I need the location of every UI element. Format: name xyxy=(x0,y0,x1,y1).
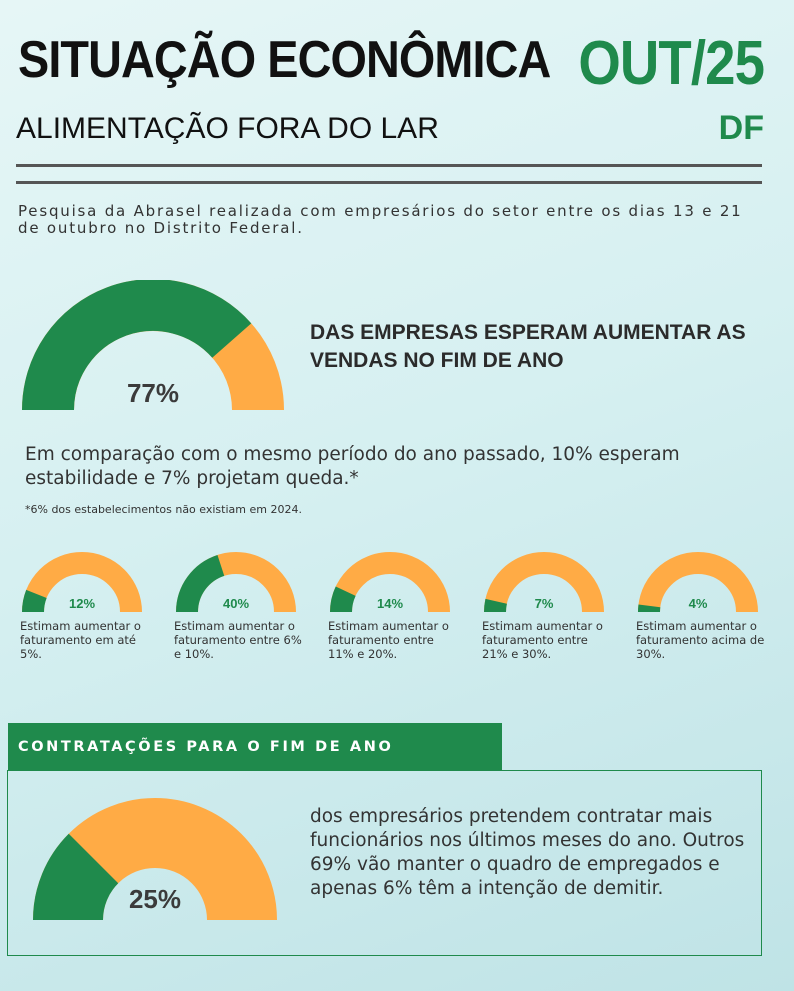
revenue-gauge-description: Estimam aumentar o faturamento entre 6% … xyxy=(174,619,302,661)
revenue-gauge-track xyxy=(484,552,604,613)
divider-top xyxy=(16,164,762,167)
hiring-gauge xyxy=(33,798,277,922)
revenue-gauge-4: 7% Estimam aumentar o faturamento entre … xyxy=(482,550,606,661)
revenue-gauge-track xyxy=(22,552,142,613)
hiring-section-title: CONTRATAÇÕES PARA O FIM DE ANO xyxy=(18,739,394,755)
revenue-gauge-chart xyxy=(22,552,142,613)
revenue-gauge-percent: 12% xyxy=(68,596,96,611)
revenue-gauge-description: Estimam aumentar o faturamento entre 11%… xyxy=(328,619,449,661)
revenue-gauge-1: 12% Estimam aumentar o faturamento em at… xyxy=(20,550,144,661)
hiring-percent: 25% xyxy=(128,884,182,914)
divider-bottom xyxy=(16,181,762,184)
revenue-gauge-5: 4% Estimam aumentar o faturamento acima … xyxy=(636,550,764,661)
revenue-gauge-track xyxy=(638,552,758,613)
revenue-gauge-percent: 40% xyxy=(222,596,250,611)
hiring-text: dos empresários pretendem contratar mais… xyxy=(310,806,745,899)
revenue-gauge-2: 40% Estimam aumentar o faturamento entre… xyxy=(174,550,302,661)
sales-percent: 77% xyxy=(126,378,180,408)
revenue-gauge-chart xyxy=(484,552,604,613)
page-title: SITUAÇÃO ECONÔMICA xyxy=(18,31,551,89)
revenue-gauge-description: Estimam aumentar o faturamento entre 21%… xyxy=(482,619,603,661)
region-label: DF xyxy=(718,109,764,147)
revenue-gauge-description: Estimam aumentar o faturamento em até 5%… xyxy=(20,619,141,661)
sales-headline: DAS EMPRESAS ESPERAM AUMENTAR AS VENDAS … xyxy=(310,321,746,372)
revenue-gauge-chart xyxy=(176,552,296,613)
revenue-gauge-percent: 4% xyxy=(688,596,708,611)
revenue-gauge-value xyxy=(176,554,225,613)
revenue-gauge-value xyxy=(484,598,507,613)
revenue-gauge-chart xyxy=(638,552,758,613)
revenue-gauge-3: 14% Estimam aumentar o faturamento entre… xyxy=(328,550,452,661)
revenue-gauge-description: Estimam aumentar o faturamento acima de … xyxy=(636,619,765,661)
period-label: OUT/25 xyxy=(578,29,765,98)
revenue-gauge-percent: 7% xyxy=(534,596,554,611)
hiring-section-header xyxy=(8,723,502,771)
revenue-gauge-chart xyxy=(330,552,450,613)
sales-comparison: Em comparação com o mesmo período do ano… xyxy=(25,444,680,489)
survey-intro: Pesquisa da Abrasel realizada com empres… xyxy=(18,202,743,237)
revenue-gauge-value xyxy=(22,589,47,613)
revenue-gauge-track xyxy=(330,552,450,613)
revenue-gauge-percent: 14% xyxy=(376,596,404,611)
page-subtitle: ALIMENTAÇÃO FORA DO LAR xyxy=(16,112,439,145)
sales-gauge xyxy=(22,280,284,411)
hiring-gauge-value xyxy=(33,833,120,922)
hiring-section-box xyxy=(7,770,762,956)
revenue-gauge-value xyxy=(330,586,356,613)
footnote: *6% dos estabelecimentos não existiam em… xyxy=(25,503,302,516)
sales-gauge-value xyxy=(22,280,252,411)
